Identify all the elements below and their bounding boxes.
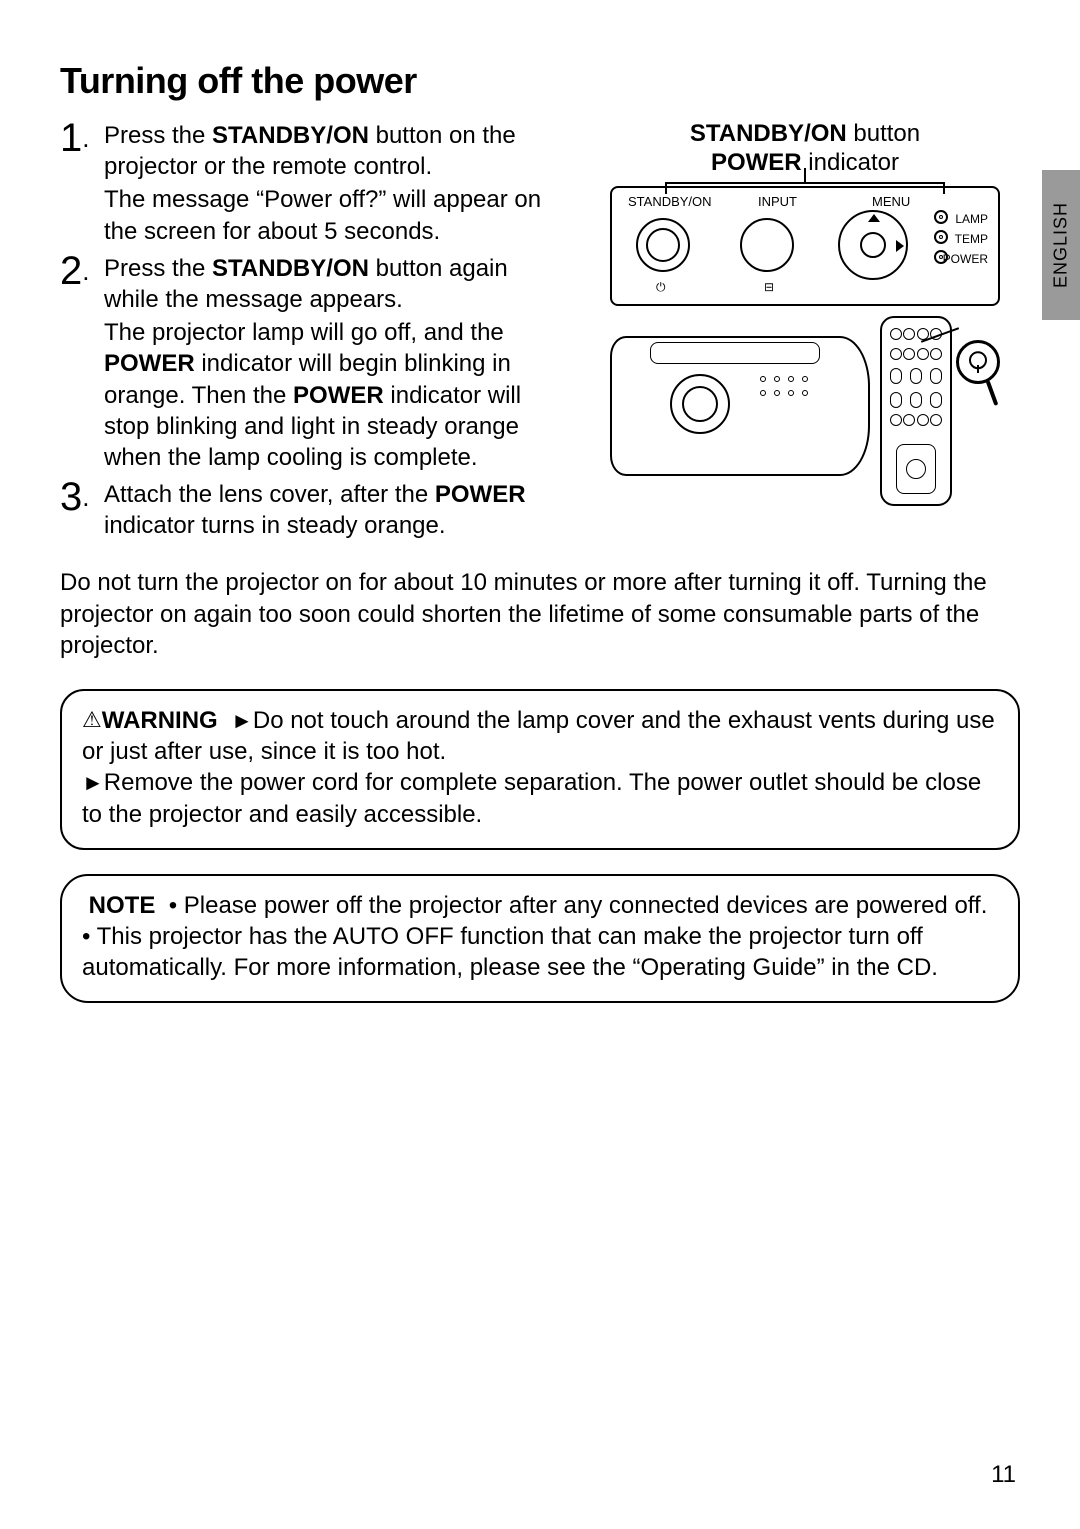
step-number: 2	[60, 251, 104, 471]
step-number: 3	[60, 477, 104, 539]
warning-item-2: Remove the power cord for complete separ…	[82, 769, 981, 827]
power-symbol-icon: ⏻	[656, 280, 666, 295]
panel-label-menu: MENU	[872, 194, 910, 209]
step2-bold: STANDBY/ON	[212, 255, 369, 282]
magnifier-handle	[986, 380, 999, 406]
projector-icon	[610, 336, 870, 476]
warning-box: ⚠WARNING ►Do not touch around the lamp c…	[60, 689, 1020, 850]
projector-remote-illustration	[610, 316, 1000, 526]
panel-input-button-icon	[740, 218, 794, 272]
step-number: 1	[60, 118, 104, 245]
diagram-h1-rest: button	[847, 120, 920, 147]
step-3: 3 Attach the lens cover, after the POWER…	[60, 479, 560, 541]
diagram-area: STANDBY/ON button POWER indicator STANDB…	[590, 120, 1020, 547]
diagram-h2-bold: POWER	[711, 149, 802, 176]
step-2: 2 Press the STANDBY/ON button again whil…	[60, 253, 560, 473]
indicator-label-power: POWER	[943, 252, 988, 266]
bullet-icon: •	[82, 923, 90, 950]
step1-rest: The message “Power off?” will appear on …	[104, 184, 560, 246]
follow-paragraph: Do not turn the projector on for about 1…	[60, 567, 1020, 661]
step1-bold: STANDBY/ON	[212, 122, 369, 149]
indicator-label-lamp: LAMP	[955, 212, 988, 226]
step3-text-prefix: Attach the lens cover, after the	[104, 481, 435, 508]
note-box: NOTE • Please power off the projector af…	[60, 874, 1020, 1004]
step2-text-prefix: Press the	[104, 255, 212, 282]
note-item-1: Please power off the projector after any…	[184, 892, 988, 919]
step1-text-prefix: Press the	[104, 122, 212, 149]
magnifier-power-icon	[956, 340, 1000, 384]
diagram-h1-bold: STANDBY/ON	[690, 120, 847, 147]
panel-menu-button-icon	[838, 210, 908, 280]
language-tab-label: ENGLISH	[1051, 202, 1072, 288]
input-symbol-icon: ⊟	[764, 280, 774, 294]
warning-item-1: Do not touch around the lamp cover and t…	[82, 707, 995, 765]
language-tab: ENGLISH	[1042, 170, 1080, 320]
arrow-icon: ►	[82, 770, 104, 795]
steps-list: 1 Press the STANDBY/ON button on the pro…	[60, 120, 560, 547]
note-item-2: This projector has the AUTO OFF function…	[82, 923, 938, 981]
page-heading: Turning off the power	[60, 60, 1020, 102]
step2-rest-b: POWER	[104, 350, 195, 377]
step3-text-suffix: indicator turns in steady orange.	[104, 512, 446, 539]
indicator-lamp-icon	[934, 210, 948, 224]
diagram-h2-rest: indicator	[802, 149, 899, 176]
note-label: NOTE	[89, 892, 156, 919]
control-panel-illustration: STANDBY/ON INPUT MENU LAMP TEMP POWER ⏻ …	[610, 186, 1000, 306]
warning-triangle-icon: ⚠	[82, 707, 102, 732]
indicator-label-temp: TEMP	[955, 232, 988, 246]
remote-control-icon	[880, 316, 952, 506]
step-1: 1 Press the STANDBY/ON button on the pro…	[60, 120, 560, 247]
step2-rest-d: POWER	[293, 382, 384, 409]
panel-standby-button-icon	[636, 218, 690, 272]
panel-label-standby: STANDBY/ON	[628, 194, 712, 209]
step3-bold: POWER	[435, 481, 526, 508]
page-number: 11	[991, 1461, 1016, 1489]
panel-label-input: INPUT	[758, 194, 797, 209]
warning-label: WARNING	[102, 707, 218, 734]
indicator-temp-icon	[934, 230, 948, 244]
step2-rest-a: The projector lamp will go off, and the	[104, 319, 504, 346]
arrow-icon: ►	[231, 708, 253, 733]
bullet-icon: •	[169, 892, 177, 919]
